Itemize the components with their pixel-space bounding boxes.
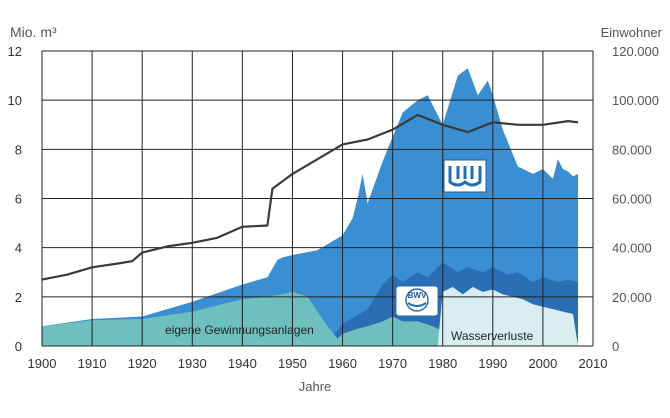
annotation-wasserverluste: Wasserverluste: [451, 329, 534, 343]
y-left-tick-6: 6: [15, 192, 22, 207]
y-right-tick-3: 60.000: [612, 192, 652, 207]
y-right-tick-labels: 0 20.000 40.000 60.000 80.000 100.000 120.000: [612, 44, 659, 354]
y-right-tick-2: 40.000: [612, 241, 652, 256]
grid-lines: [41, 50, 594, 347]
y-right-tick-4: 80.000: [612, 142, 652, 157]
y-left-tick-12: 12: [8, 44, 22, 59]
area-series-group: [42, 68, 578, 346]
x-tick-1940: 1940: [228, 356, 257, 371]
x-axis-label: Jahre: [299, 379, 332, 394]
population-line: [41, 113, 579, 281]
water-utility-logo: [443, 159, 487, 193]
y-left-tick-0: 0: [15, 339, 22, 354]
y-left-tick-labels: 0 2 4 6 8 10 12: [8, 44, 22, 354]
x-tick-1970: 1970: [378, 356, 407, 371]
bwv-logo-text: BWV: [408, 291, 427, 300]
x-tick-2010: 2010: [579, 356, 608, 371]
y-left-tick-4: 4: [15, 241, 22, 256]
y-left-tick-8: 8: [15, 142, 22, 157]
y-left-tick-10: 10: [8, 93, 22, 108]
bwv-logo: BWV: [395, 285, 439, 317]
x-tick-1930: 1930: [178, 356, 207, 371]
y-right-axis-label: Einwohner: [601, 25, 663, 40]
x-tick-1910: 1910: [78, 356, 107, 371]
y-right-tick-1: 20.000: [612, 290, 652, 305]
y-right-tick-5: 100.000: [612, 93, 659, 108]
x-tick-1980: 1980: [428, 356, 457, 371]
y-right-tick-0: 0: [612, 339, 619, 354]
x-tick-1950: 1950: [278, 356, 307, 371]
x-tick-1920: 1920: [128, 356, 157, 371]
x-tick-1960: 1960: [328, 356, 357, 371]
x-tick-1900: 1900: [28, 356, 57, 371]
x-tick-labels: 1900 1910 1920 1930 1940 1950 1960 1970 1980 1990…: [28, 356, 608, 371]
y-right-tick-6: 120.000: [612, 44, 659, 59]
x-tick-1990: 1990: [478, 356, 507, 371]
y-left-tick-2: 2: [15, 290, 22, 305]
annotation-eigene-gewinnungsanlagen: eigene Gewinnungsanlagen: [165, 323, 314, 337]
y-left-axis-label: Mio. m³: [10, 24, 57, 40]
x-tick-2000: 2000: [528, 356, 557, 371]
